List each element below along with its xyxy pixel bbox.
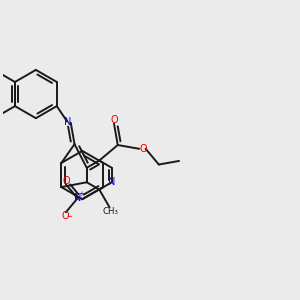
Text: O: O [62, 176, 70, 186]
Text: CH₃: CH₃ [102, 208, 118, 217]
Text: N: N [108, 177, 116, 187]
Text: +: + [79, 191, 84, 197]
Text: O: O [140, 143, 147, 154]
Text: N: N [74, 193, 81, 203]
Text: O: O [61, 211, 69, 221]
Text: −: − [67, 214, 72, 220]
Text: N: N [64, 117, 71, 127]
Text: O: O [110, 115, 118, 125]
